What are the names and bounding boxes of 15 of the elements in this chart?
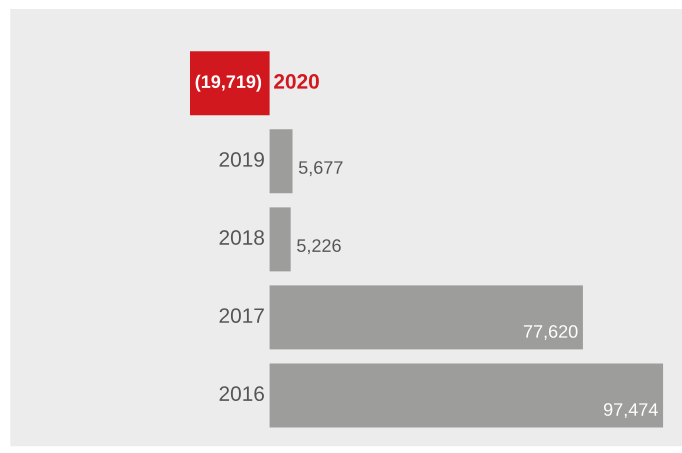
data-label: 97,474 <box>604 403 658 418</box>
bar <box>270 129 293 194</box>
bar <box>270 285 583 350</box>
data-label: 5,226 <box>297 239 341 254</box>
bar <box>190 51 270 116</box>
y-tick-label: 2017 <box>220 308 264 323</box>
y-tick-label: 2020 <box>274 74 319 89</box>
data-label: 77,620 <box>524 325 578 340</box>
y-tick-label: 2019 <box>220 152 264 167</box>
y-tick-label: 2018 <box>220 230 264 245</box>
data-label: (19,719) <box>196 74 262 92</box>
bar <box>270 363 664 428</box>
data-label: 5,677 <box>298 161 342 176</box>
y-tick-label: 2016 <box>220 386 264 402</box>
bar <box>270 207 291 272</box>
